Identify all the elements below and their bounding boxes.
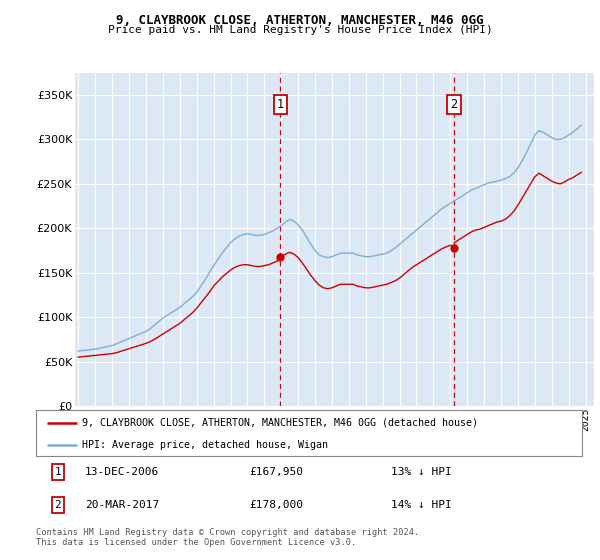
- Text: 2: 2: [451, 98, 458, 111]
- Text: This data is licensed under the Open Government Licence v3.0.: This data is licensed under the Open Gov…: [36, 538, 356, 547]
- Text: 20-MAR-2017: 20-MAR-2017: [85, 500, 160, 510]
- Text: 9, CLAYBROOK CLOSE, ATHERTON, MANCHESTER, M46 0GG (detached house): 9, CLAYBROOK CLOSE, ATHERTON, MANCHESTER…: [82, 418, 478, 428]
- Text: 13% ↓ HPI: 13% ↓ HPI: [391, 467, 452, 477]
- Text: £178,000: £178,000: [249, 500, 303, 510]
- Text: 1: 1: [277, 98, 284, 111]
- Text: 14% ↓ HPI: 14% ↓ HPI: [391, 500, 452, 510]
- Text: Price paid vs. HM Land Registry's House Price Index (HPI): Price paid vs. HM Land Registry's House …: [107, 25, 493, 35]
- Text: HPI: Average price, detached house, Wigan: HPI: Average price, detached house, Wiga…: [82, 440, 328, 450]
- Text: 2: 2: [55, 500, 61, 510]
- Text: 13-DEC-2006: 13-DEC-2006: [85, 467, 160, 477]
- Text: 1: 1: [55, 467, 61, 477]
- Text: Contains HM Land Registry data © Crown copyright and database right 2024.: Contains HM Land Registry data © Crown c…: [36, 528, 419, 536]
- Text: 9, CLAYBROOK CLOSE, ATHERTON, MANCHESTER, M46 0GG: 9, CLAYBROOK CLOSE, ATHERTON, MANCHESTER…: [116, 14, 484, 27]
- Text: £167,950: £167,950: [249, 467, 303, 477]
